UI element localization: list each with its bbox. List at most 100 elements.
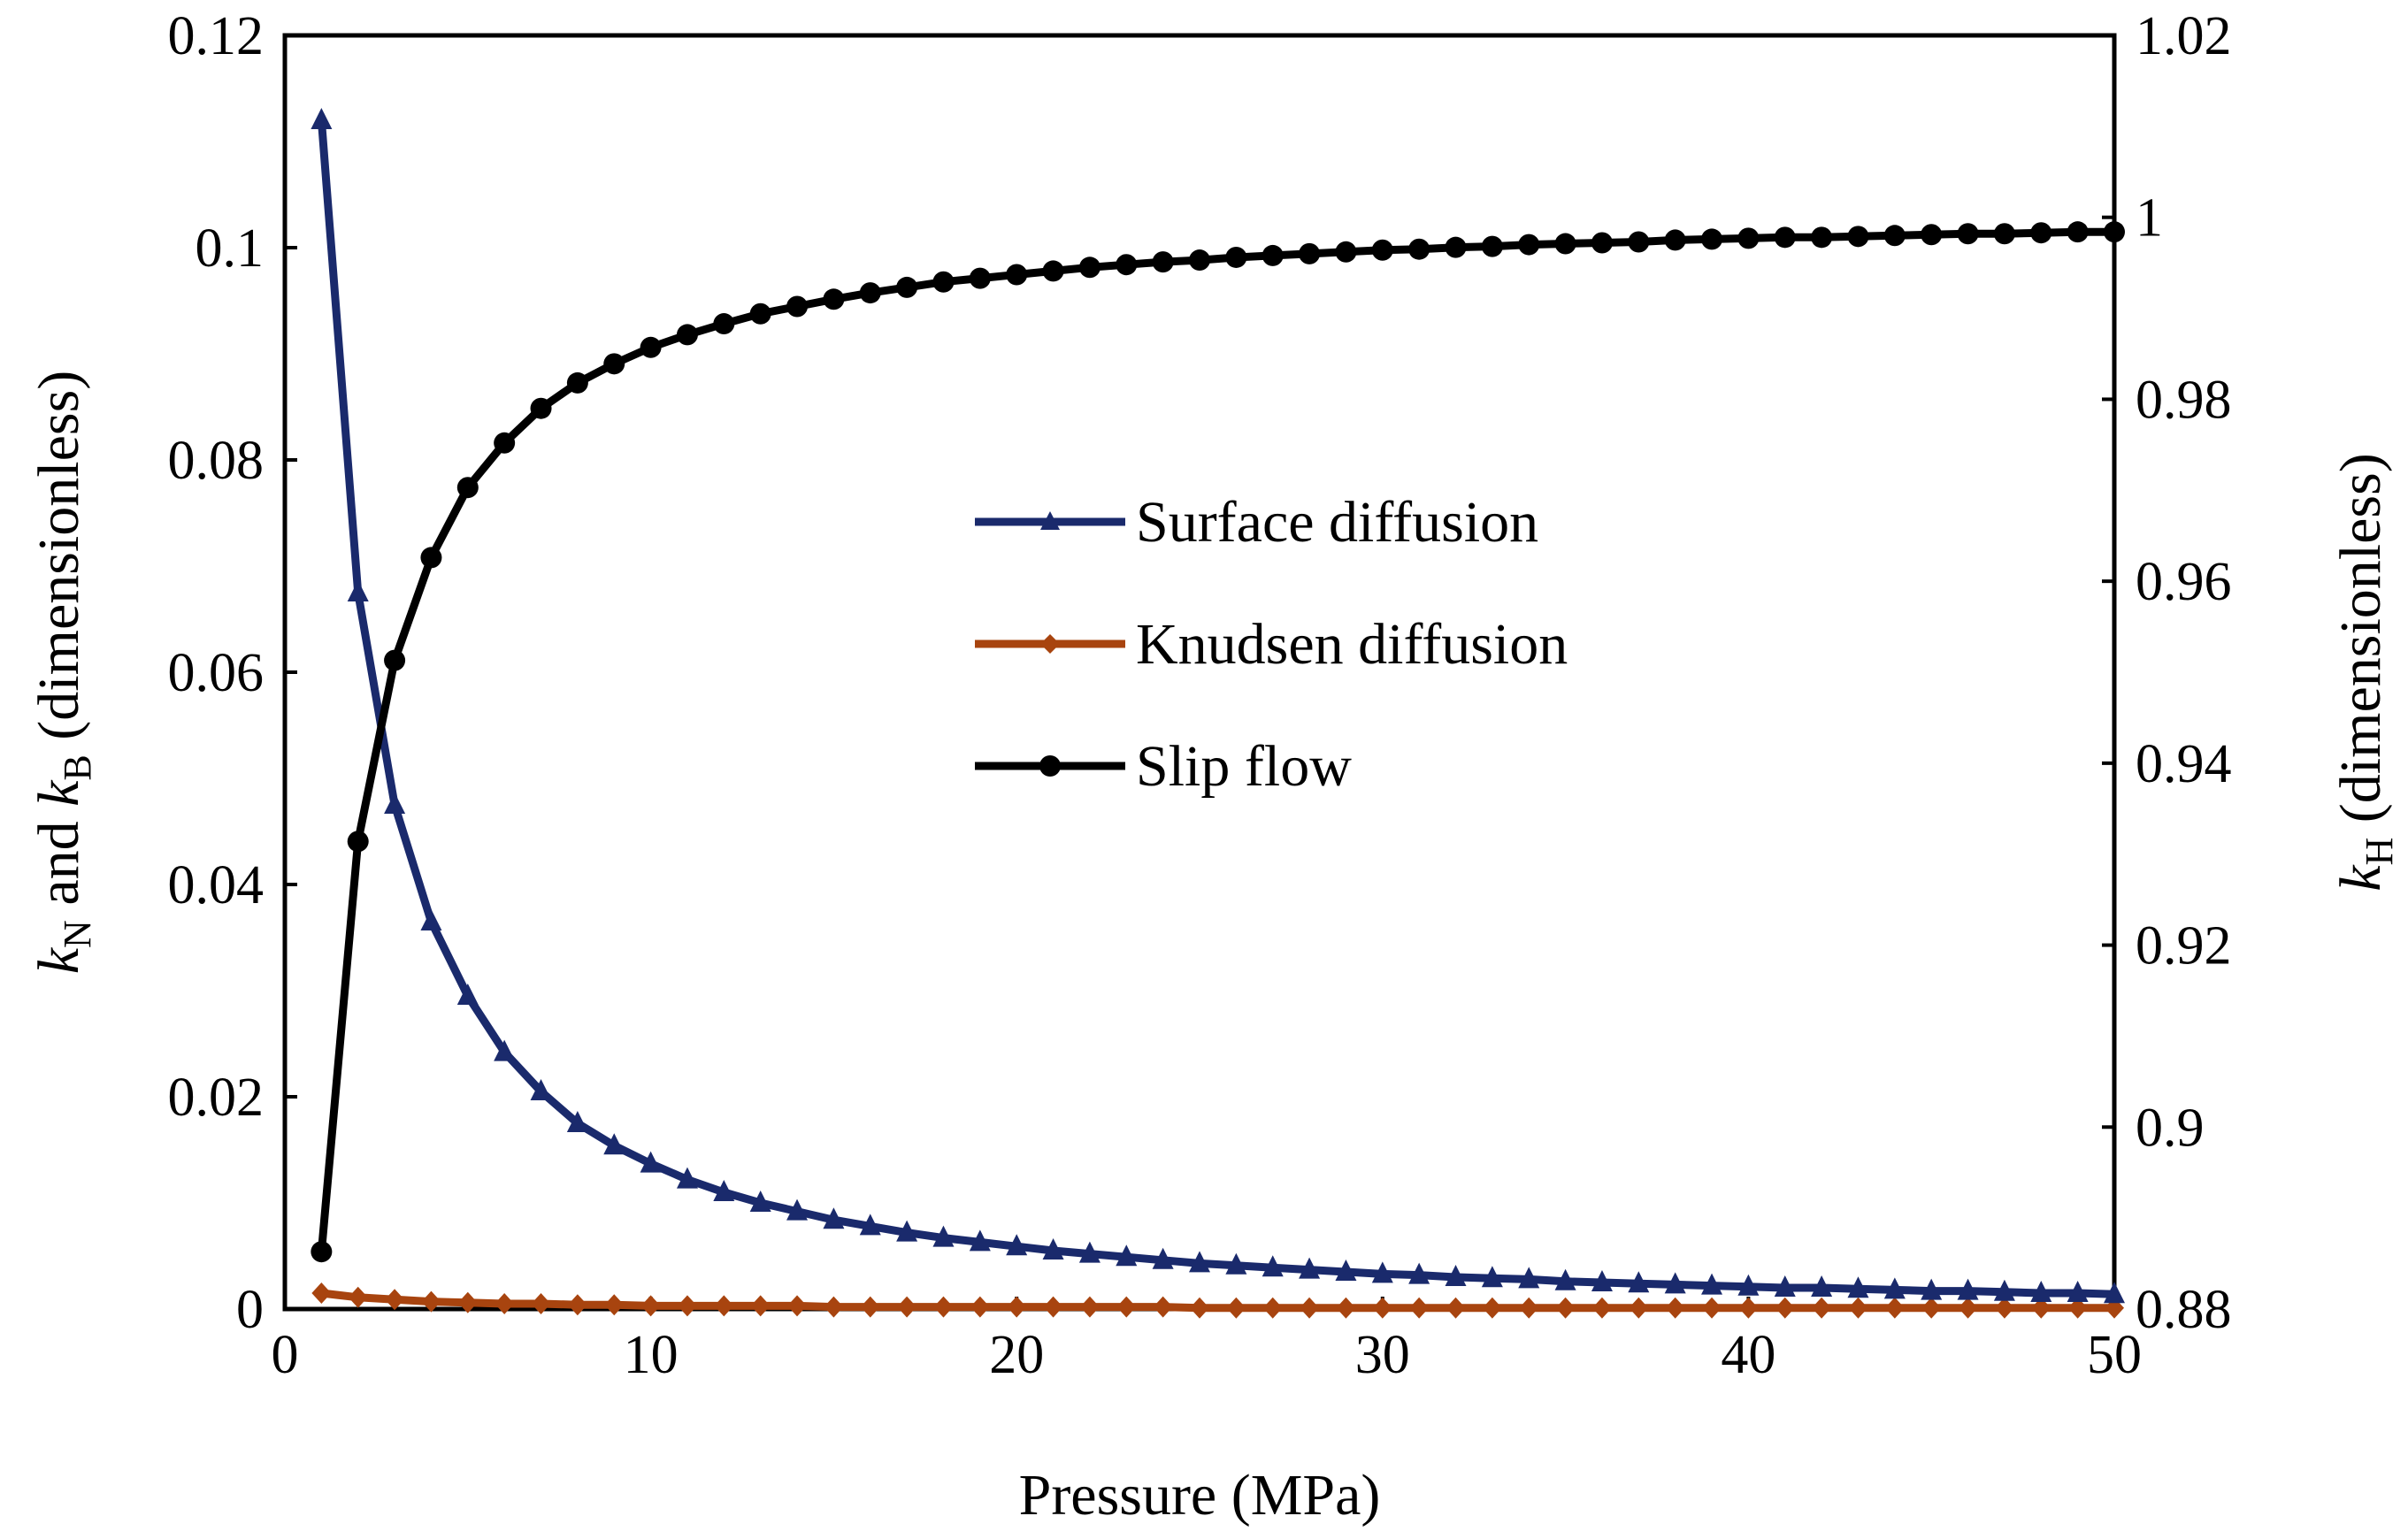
data-point-knudsen-diffusion xyxy=(1519,1297,1539,1319)
data-point-surface-diffusion xyxy=(749,1191,771,1212)
data-point-surface-diffusion xyxy=(566,1111,588,1132)
data-point-slip-flow xyxy=(1299,242,1321,264)
legend: Surface diffusion Knudsen diffusion Slip… xyxy=(975,490,1568,799)
y-left-tick-label: 0.06 xyxy=(168,643,265,703)
data-point-knudsen-diffusion xyxy=(824,1296,844,1318)
data-point-surface-diffusion xyxy=(1152,1247,1174,1269)
x-tick-label: 10 xyxy=(624,1325,679,1385)
data-point-surface-diffusion xyxy=(1554,1268,1576,1290)
data-point-knudsen-diffusion xyxy=(1812,1297,1832,1319)
data-point-surface-diffusion xyxy=(1993,1279,2015,1301)
data-point-surface-diffusion xyxy=(1042,1238,1064,1260)
data-point-knudsen-diffusion xyxy=(750,1295,771,1317)
data-point-knudsen-diffusion xyxy=(1153,1296,1173,1318)
data-point-slip-flow xyxy=(494,432,516,454)
data-point-slip-flow xyxy=(1371,239,1393,261)
y-left-axis-title: kN and kB (dimensionless) xyxy=(27,371,99,974)
y-left-tick-label: 0.08 xyxy=(168,431,265,491)
data-point-slip-flow xyxy=(1628,231,1650,253)
data-point-surface-diffusion xyxy=(1921,1278,1943,1300)
data-point-slip-flow xyxy=(1554,233,1576,255)
y-left-title-k1: k xyxy=(27,946,91,974)
data-point-surface-diffusion xyxy=(676,1167,698,1189)
data-point-knudsen-diffusion xyxy=(531,1293,551,1314)
data-point-slip-flow xyxy=(1152,251,1174,273)
data-point-knudsen-diffusion xyxy=(567,1294,587,1316)
data-point-slip-flow xyxy=(1811,226,1833,249)
data-point-slip-flow xyxy=(1957,223,1979,245)
data-point-slip-flow xyxy=(456,477,479,499)
data-point-slip-flow xyxy=(1737,227,1760,249)
y-right-tick-label: 0.88 xyxy=(2136,1280,2232,1340)
data-point-knudsen-diffusion xyxy=(1738,1297,1759,1319)
data-point-surface-diffusion xyxy=(1957,1278,1979,1300)
x-axis-title: Pressure (MPa) xyxy=(1019,1463,1381,1528)
x-tick-label: 50 xyxy=(2087,1325,2142,1385)
y-left-title-rest: (dimensionless) xyxy=(27,371,91,754)
data-point-knudsen-diffusion xyxy=(1372,1297,1392,1319)
data-point-knudsen-diffusion xyxy=(1300,1297,1320,1319)
data-point-slip-flow xyxy=(2030,222,2052,244)
data-point-knudsen-diffusion xyxy=(1079,1296,1100,1318)
data-point-slip-flow xyxy=(566,371,588,394)
y-left-tick-label: 0 xyxy=(236,1280,264,1340)
y-left-tick-labels: 0 0.02 0.04 0.06 0.08 0.1 0.12 xyxy=(168,6,265,1340)
data-point-surface-diffusion xyxy=(2030,1281,2052,1302)
data-point-knudsen-diffusion xyxy=(1262,1297,1283,1319)
y-right-title-sub: H xyxy=(2358,838,2401,866)
plot-area xyxy=(282,33,2117,1312)
data-point-knudsen-diffusion xyxy=(1409,1297,1430,1319)
data-point-surface-diffusion xyxy=(494,1039,516,1061)
legend-label-surface: Surface diffusion xyxy=(1136,490,1538,555)
data-point-surface-diffusion xyxy=(786,1198,809,1221)
data-point-knudsen-diffusion xyxy=(1848,1297,1868,1319)
data-point-slip-flow xyxy=(1481,235,1503,257)
y-right-tick-label: 0.96 xyxy=(2136,552,2232,612)
data-point-knudsen-diffusion xyxy=(1629,1297,1649,1319)
data-point-surface-diffusion xyxy=(932,1225,955,1247)
data-point-knudsen-diffusion xyxy=(933,1296,954,1318)
data-point-knudsen-diffusion xyxy=(787,1295,808,1317)
data-point-knudsen-diffusion xyxy=(1702,1297,1722,1319)
data-point-knudsen-diffusion xyxy=(1116,1296,1137,1318)
data-point-surface-diffusion xyxy=(530,1079,552,1100)
data-point-surface-diffusion xyxy=(859,1214,881,1236)
y-right-title-k: k xyxy=(2328,864,2393,892)
data-point-slip-flow xyxy=(1993,223,2015,245)
data-point-surface-diffusion xyxy=(1006,1234,1028,1256)
data-point-surface-diffusion xyxy=(456,984,479,1005)
y-left-title-sub2: B xyxy=(56,754,99,780)
data-point-surface-diffusion xyxy=(1189,1251,1210,1273)
data-point-knudsen-diffusion xyxy=(1446,1297,1466,1319)
data-point-knudsen-diffusion xyxy=(1884,1297,1905,1319)
data-point-surface-diffusion xyxy=(1225,1252,1247,1275)
y-right-tick-label: 0.9 xyxy=(2136,1098,2205,1158)
data-point-surface-diffusion xyxy=(2104,1282,2125,1304)
data-point-knudsen-diffusion xyxy=(1994,1297,2014,1319)
data-point-slip-flow xyxy=(311,1241,333,1263)
data-point-surface-diffusion xyxy=(1591,1270,1613,1291)
y-right-tick-label: 0.94 xyxy=(2136,734,2232,794)
data-point-knudsen-diffusion xyxy=(677,1295,697,1317)
data-point-surface-diffusion xyxy=(1774,1275,1796,1297)
series-layer xyxy=(311,108,2125,1319)
data-point-knudsen-diffusion xyxy=(640,1295,661,1317)
data-point-surface-diffusion xyxy=(969,1229,991,1252)
data-point-surface-diffusion xyxy=(1445,1265,1467,1286)
data-point-surface-diffusion xyxy=(1371,1261,1393,1283)
data-point-slip-flow xyxy=(1921,224,1943,246)
y-right-axis-title: kH (dimensionless) xyxy=(2328,453,2401,892)
data-point-slip-flow xyxy=(932,271,955,293)
y-left-title-k2: k xyxy=(27,779,91,807)
data-point-slip-flow xyxy=(603,353,625,375)
data-point-knudsen-diffusion xyxy=(1958,1297,1978,1319)
data-point-knudsen-diffusion xyxy=(860,1296,880,1318)
data-point-surface-diffusion xyxy=(1628,1271,1650,1293)
data-point-slip-flow xyxy=(384,649,406,671)
data-point-knudsen-diffusion xyxy=(604,1294,625,1316)
data-point-surface-diffusion xyxy=(1847,1276,1869,1298)
data-point-slip-flow xyxy=(1518,234,1540,256)
legend-marker-slip xyxy=(1039,755,1061,777)
data-point-surface-diffusion xyxy=(640,1151,662,1173)
